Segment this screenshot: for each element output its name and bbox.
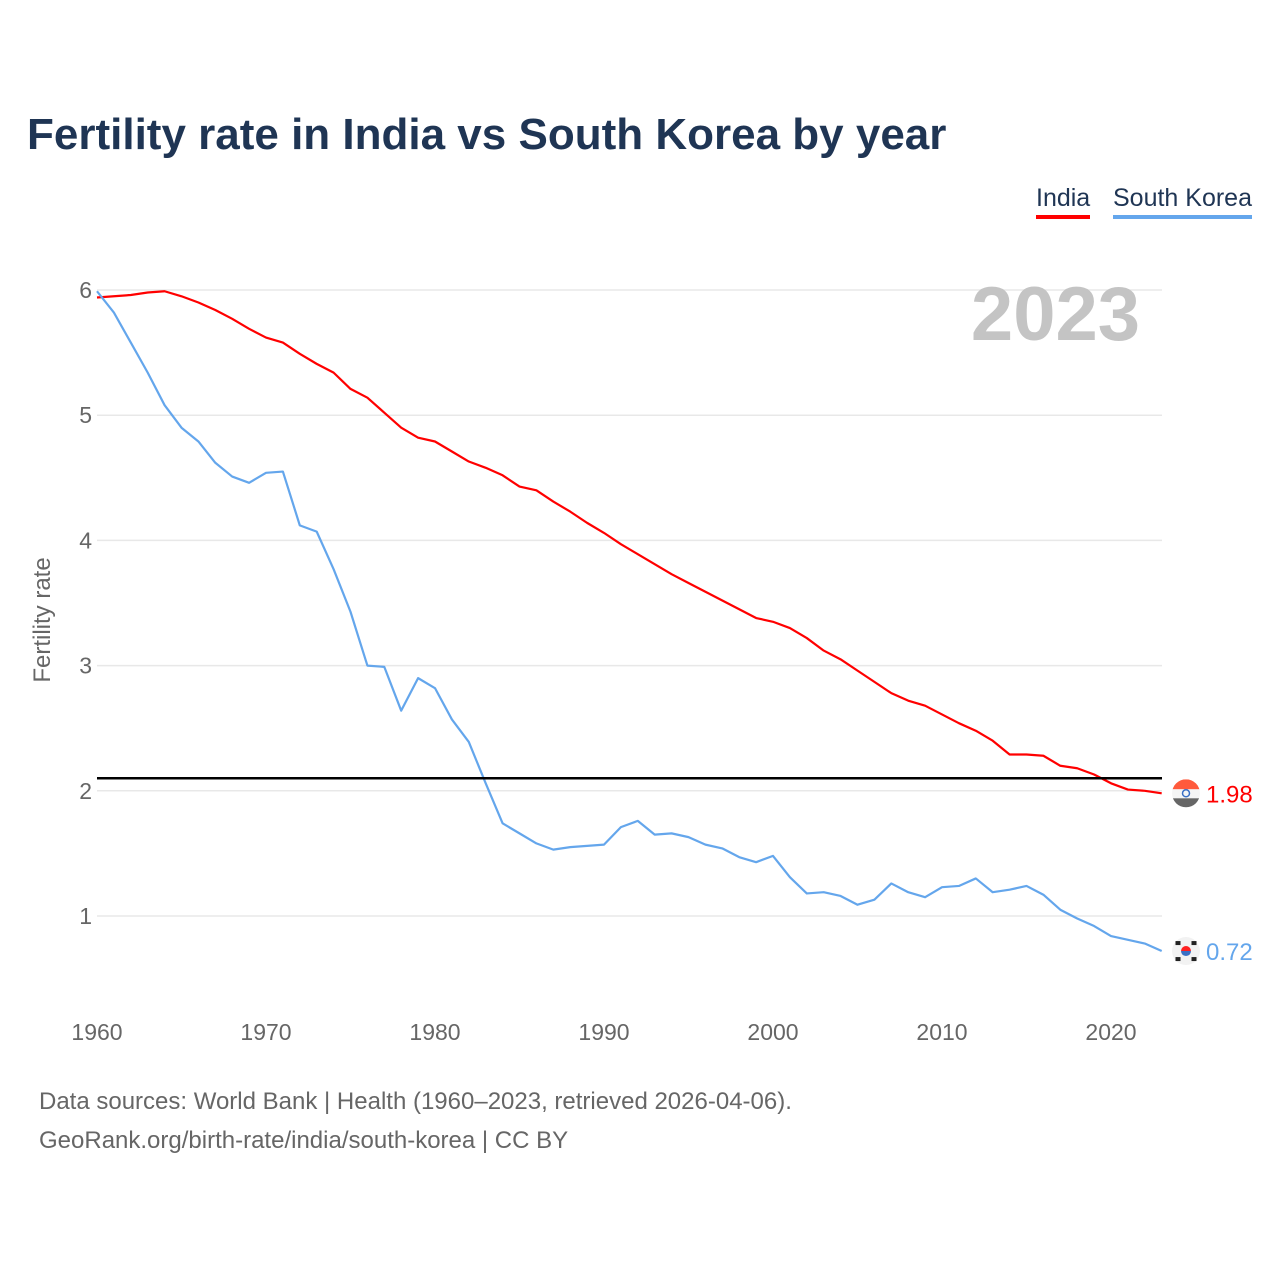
y-tick-label: 3 xyxy=(79,653,92,679)
x-tick-label: 2010 xyxy=(916,1019,967,1045)
trigram xyxy=(1191,941,1197,946)
end-value-label: 1.98 xyxy=(1206,781,1253,808)
y-tick-label: 2 xyxy=(79,778,92,804)
y-tick-label: 4 xyxy=(79,527,92,553)
y-axis-label: Fertility rate xyxy=(29,557,56,682)
india-flag-icon xyxy=(1172,779,1200,808)
series-line-india xyxy=(96,290,1162,795)
x-tick-label: 1990 xyxy=(578,1019,629,1045)
chakra xyxy=(1181,789,1191,798)
footer-attribution[interactable]: GeoRank.org/birth-rate/india/south-korea… xyxy=(39,1127,569,1154)
year-watermark: 2023 xyxy=(971,272,1140,357)
flag-body xyxy=(1172,779,1200,808)
y-tick-label: 6 xyxy=(79,277,92,303)
x-tick-label: 2000 xyxy=(747,1019,798,1045)
trigram xyxy=(1175,957,1181,962)
trigram xyxy=(1191,957,1197,962)
flag-band xyxy=(1172,789,1200,799)
taeguk-red xyxy=(1181,946,1191,952)
legend-south-korea[interactable]: South Korea xyxy=(1113,184,1252,219)
south-korea-flag-icon xyxy=(1172,937,1200,966)
y-tick-label: 1 xyxy=(79,903,92,929)
legend-india[interactable]: India xyxy=(1036,184,1091,219)
footer-sources: Data sources: World Bank | Health (1960–… xyxy=(39,1088,792,1115)
taeguk-blue xyxy=(1181,951,1191,957)
flag-band xyxy=(1172,798,1200,808)
series-line-south-korea xyxy=(96,290,1163,953)
x-tick-label: 1960 xyxy=(71,1019,122,1045)
x-tick-label: 1980 xyxy=(409,1019,460,1045)
chart-title: Fertility rate in India vs South Korea b… xyxy=(27,110,947,159)
flag-band xyxy=(1172,779,1200,790)
trigram xyxy=(1175,941,1181,946)
x-tick-label: 1970 xyxy=(240,1019,291,1045)
end-value-label: 0.72 xyxy=(1206,939,1253,966)
x-tick-label: 2020 xyxy=(1085,1019,1136,1045)
y-tick-label: 5 xyxy=(79,402,92,428)
